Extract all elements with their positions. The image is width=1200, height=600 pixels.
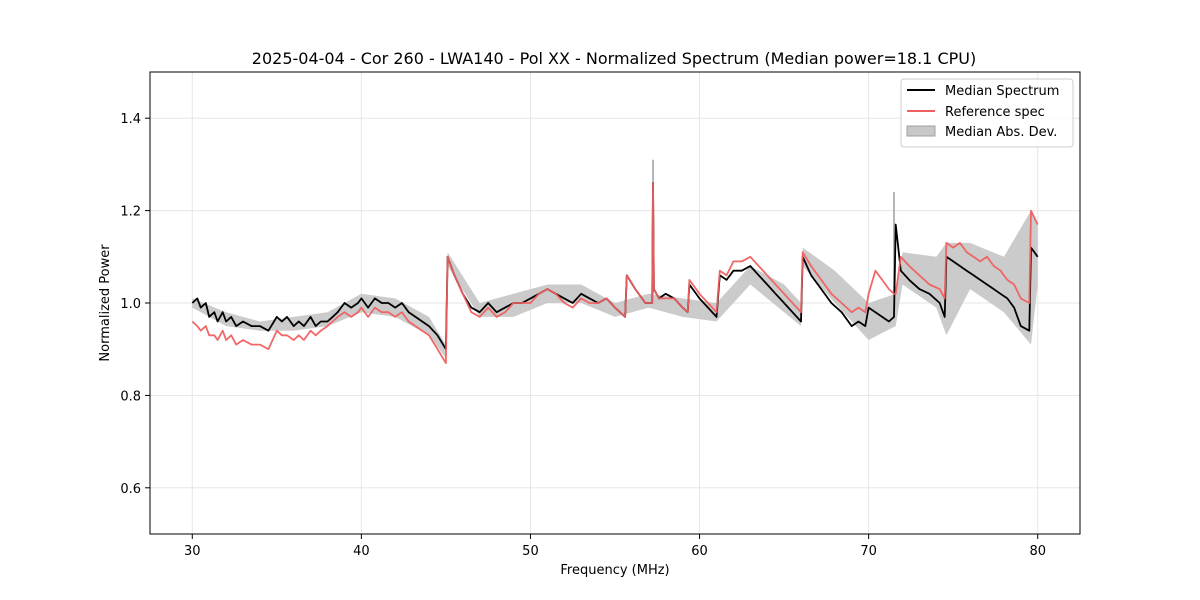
y-tick-label: 0.8 <box>120 389 141 404</box>
x-tick-label: 70 <box>860 544 877 559</box>
mad-band-area <box>192 210 1038 359</box>
x-tick-label: 60 <box>691 544 708 559</box>
x-axis-label: Frequency (MHz) <box>560 563 669 578</box>
chart-title: 2025-04-04 - Cor 260 - LWA140 - Pol XX -… <box>252 49 976 68</box>
x-tick-label: 30 <box>184 544 201 559</box>
x-tick-label: 50 <box>522 544 539 559</box>
legend-mad-label: Median Abs. Dev. <box>945 125 1057 140</box>
y-tick-label: 1.2 <box>120 205 141 220</box>
x-tick-label: 40 <box>353 544 370 559</box>
mad-band-layer <box>192 159 1038 359</box>
y-axis-ticks: 0.6 0.8 1.0 1.2 1.4 <box>120 112 150 497</box>
y-tick-label: 0.6 <box>120 482 141 497</box>
x-axis-ticks: 30 40 50 60 70 80 <box>184 534 1046 559</box>
legend-reference-label: Reference spec <box>945 105 1045 120</box>
legend-mad-swatch <box>906 125 936 137</box>
reference-spec-line <box>191 182 1039 364</box>
legend: Median Spectrum Reference spec Median Ab… <box>900 78 1074 148</box>
y-axis-label: Normalized Power <box>98 244 113 362</box>
series-layer <box>191 182 1039 364</box>
legend-median-label: Median Spectrum <box>945 84 1059 99</box>
legend-box <box>900 78 1074 148</box>
y-tick-label: 1.0 <box>120 297 141 312</box>
x-tick-label: 80 <box>1029 544 1046 559</box>
y-tick-label: 1.4 <box>120 112 141 127</box>
